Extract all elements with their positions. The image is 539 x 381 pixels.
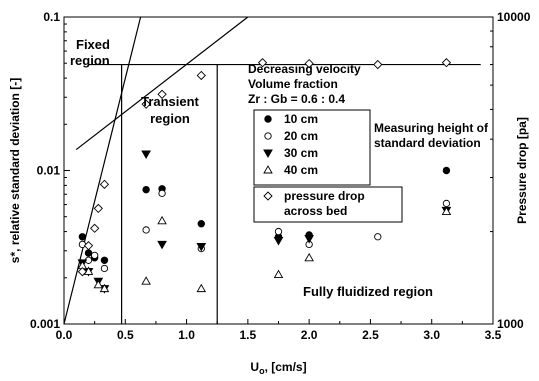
data-point — [442, 166, 451, 175]
transient-region-fit-line — [75, 16, 249, 151]
data-point — [157, 89, 167, 99]
x-tick-label: 1.0 — [178, 328, 195, 342]
x-tick-label: 3.0 — [423, 328, 440, 342]
y-right-tick-label: 1000 — [497, 317, 524, 331]
x-tick-label: 2.0 — [301, 328, 318, 342]
y-left-tick-label: 0.1 — [43, 10, 60, 24]
data-point — [196, 283, 207, 293]
data-point — [274, 227, 283, 236]
info-label: Zr : Gb = 0.6 : 0.4 — [248, 92, 345, 106]
legend-marker — [263, 165, 273, 174]
legend-label: 40 cm — [284, 163, 318, 177]
info-label: Decreasing velocity — [248, 62, 361, 76]
data-point — [90, 223, 100, 233]
legend-marker — [264, 115, 272, 123]
data-point — [77, 267, 88, 277]
x-axis-label-tail: , [cm/s] — [265, 360, 307, 374]
measuring-height-label: Measuring height of — [374, 121, 489, 135]
y-right-axis-label: Pressure drop [pa] — [515, 117, 529, 224]
data-point — [374, 233, 382, 241]
transient-region-label: region — [150, 111, 190, 126]
data-point — [273, 236, 284, 246]
legend-label: across bed — [284, 204, 347, 218]
y-left-tick-label: 0.001 — [30, 317, 60, 331]
x-tick-label: 0.0 — [56, 328, 73, 342]
data-point — [93, 203, 103, 214]
legend-label: pressure drop — [284, 189, 365, 203]
series-3 — [77, 206, 452, 293]
x-axis-label-main: U — [250, 360, 259, 374]
x-tick-label: 1.5 — [240, 328, 257, 342]
data-points — [77, 58, 452, 294]
x-axis-label: Uo, [cm/s] — [250, 360, 306, 376]
data-point — [141, 150, 151, 160]
axes: 0.0 0.5 1.0 1.5 2.0 2.5 3.0 3.5 0.001 0.01 0.1 1000… — [8, 10, 531, 376]
data-point — [196, 242, 207, 252]
y-right-tick-label: 10000 — [497, 10, 531, 24]
data-point — [83, 266, 94, 275]
legend-box — [253, 109, 371, 186]
data-point — [441, 58, 452, 68]
data-point — [257, 58, 268, 68]
data-point — [142, 185, 150, 194]
data-point — [157, 215, 167, 225]
data-point — [304, 252, 314, 262]
y-left-tick-label: 0.01 — [37, 164, 61, 178]
data-point — [141, 99, 151, 109]
fixed-region-label: Fixed — [76, 37, 110, 52]
x-tick-label: 3.5 — [485, 328, 502, 342]
y-left-axis-label: s*, relative standard deviation [-] — [8, 78, 22, 263]
data-point — [100, 256, 109, 265]
measuring-height-label: standard deviation — [374, 136, 481, 150]
legend-marker — [264, 132, 272, 140]
data-point — [157, 240, 167, 250]
data-point — [441, 206, 452, 216]
data-point — [304, 235, 315, 244]
data-point — [197, 220, 205, 228]
data-point — [196, 70, 206, 81]
legend-marker — [263, 149, 273, 159]
transient-region-label: Transient — [141, 94, 199, 109]
data-point — [141, 276, 151, 285]
x-tick-label: 2.5 — [362, 328, 379, 342]
data-point — [84, 249, 93, 257]
series-1 — [78, 189, 451, 273]
legend-label: 10 cm — [284, 112, 318, 126]
data-point — [100, 264, 109, 273]
data-point — [83, 240, 94, 251]
data-point — [99, 283, 110, 293]
fixed-region-fit-line — [63, 16, 142, 325]
data-point — [158, 189, 166, 197]
legend-label: 20 cm — [284, 129, 318, 143]
series-4 — [77, 58, 452, 277]
x-tick-label: 0.5 — [117, 328, 134, 342]
legend-marker — [263, 191, 273, 201]
data-point — [78, 240, 87, 249]
data-point — [90, 251, 99, 260]
data-point — [442, 199, 451, 208]
data-point — [304, 58, 314, 69]
legend-box-pressure — [253, 186, 403, 223]
fixed-region-label: region — [70, 53, 110, 68]
info-label: Volume fraction — [248, 77, 338, 91]
data-point — [273, 269, 284, 278]
legend-label: 30 cm — [284, 146, 318, 160]
data-point — [78, 233, 87, 241]
data-point — [93, 279, 104, 289]
data-point — [373, 59, 383, 70]
fully-fluidized-label: Fully fluidized region — [303, 284, 433, 299]
data-point — [99, 179, 110, 189]
fit-lines — [63, 16, 481, 325]
x-axis-label-sub: o — [259, 366, 265, 376]
data-point — [142, 226, 150, 234]
